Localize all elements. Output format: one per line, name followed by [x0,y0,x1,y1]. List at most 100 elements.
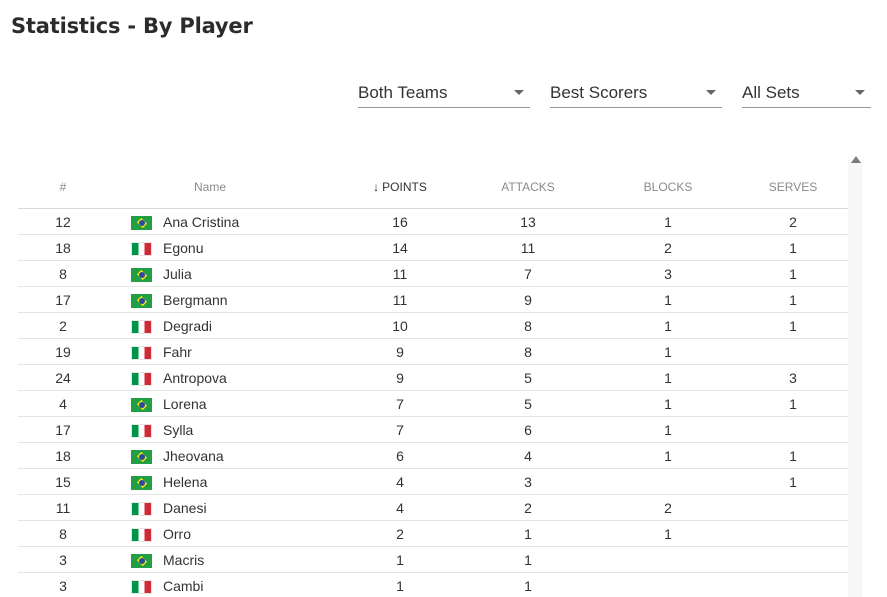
cell-flag [108,364,152,391]
cell-blocks: 1 [598,390,738,417]
table-row[interactable]: 12 Ana Cristina 16 13 1 2 [18,208,848,235]
cell-attacks: 5 [458,364,598,391]
cell-name: Jheovana [152,442,322,469]
table-row[interactable]: 3 Cambi 1 1 [18,572,848,597]
cell-blocks [598,572,738,597]
cell-serves: 1 [738,442,848,469]
cell-serves [738,416,848,443]
table-row[interactable]: 8 Orro 2 1 1 [18,520,848,547]
player-stats-table: # Name ↓ POINTS ATTACKS BLOCKS SERVES 12 A… [18,166,848,597]
cell-number: 2 [18,312,108,339]
table-row[interactable]: 2 Degradi 10 8 1 1 [18,312,848,339]
table-row[interactable]: 4 Lorena 7 5 1 1 [18,390,848,417]
cell-points: 6 [322,442,458,469]
brazil-flag-icon [131,293,152,308]
cell-attacks: 2 [458,494,598,521]
cell-serves [738,572,848,597]
cell-points: 14 [322,234,458,261]
caret-down-icon [514,90,524,95]
cell-flag [108,572,152,597]
page-title: Statistics - By Player [11,14,253,38]
cell-serves: 1 [738,312,848,339]
cell-blocks: 1 [598,364,738,391]
cell-number: 4 [18,390,108,417]
cell-serves [738,494,848,521]
cell-name: Macris [152,546,322,573]
cell-number: 11 [18,494,108,521]
cell-serves: 2 [738,208,848,235]
italy-flag-icon [131,371,152,386]
cell-points: 16 [322,208,458,235]
table-row[interactable]: 8 Julia 11 7 3 1 [18,260,848,287]
table-row[interactable]: 15 Helena 4 3 1 [18,468,848,495]
header-serves[interactable]: SERVES [738,166,848,209]
cell-number: 17 [18,286,108,313]
cell-name: Helena [152,468,322,495]
cell-blocks [598,468,738,495]
table-row[interactable]: 18 Jheovana 6 4 1 1 [18,442,848,469]
cell-number: 8 [18,520,108,547]
italy-flag-icon [131,319,152,334]
header-points[interactable]: ↓ POINTS [322,166,458,209]
cell-serves: 3 [738,364,848,391]
cell-blocks [598,546,738,573]
italy-flag-icon [131,423,152,438]
cell-name: Julia [152,260,322,287]
cell-flag [108,442,152,469]
category-filter-dropdown[interactable]: Best Scorers [550,80,722,108]
brazil-flag-icon [131,215,152,230]
cell-serves [738,546,848,573]
team-filter-dropdown[interactable]: Both Teams [358,80,530,108]
cell-flag [108,338,152,365]
cell-blocks: 2 [598,494,738,521]
cell-points: 2 [322,520,458,547]
cell-number: 3 [18,572,108,597]
sets-filter-dropdown[interactable]: All Sets [742,80,871,108]
table-row[interactable]: 3 Macris 1 1 [18,546,848,573]
cell-name: Egonu [152,234,322,261]
cell-flag [108,260,152,287]
italy-flag-icon [131,579,152,594]
table-row[interactable]: 17 Bergmann 11 9 1 1 [18,286,848,313]
cell-number: 12 [18,208,108,235]
cell-attacks: 8 [458,338,598,365]
cell-points: 1 [322,546,458,573]
cell-name: Orro [152,520,322,547]
cell-attacks: 4 [458,442,598,469]
cell-name: Degradi [152,312,322,339]
cell-number: 8 [18,260,108,287]
cell-blocks: 1 [598,520,738,547]
cell-serves: 1 [738,260,848,287]
table-row[interactable]: 24 Antropova 9 5 1 3 [18,364,848,391]
cell-name: Cambi [152,572,322,597]
header-blocks[interactable]: BLOCKS [598,166,738,209]
cell-blocks: 3 [598,260,738,287]
cell-flag [108,416,152,443]
scrollbar-track[interactable] [848,160,862,597]
cell-name: Bergmann [152,286,322,313]
table-row[interactable]: 19 Fahr 9 8 1 [18,338,848,365]
header-number[interactable]: # [18,166,108,209]
table-row[interactable]: 11 Danesi 4 2 2 [18,494,848,521]
cell-blocks: 1 [598,416,738,443]
cell-attacks: 1 [458,572,598,597]
cell-points: 4 [322,468,458,495]
cell-attacks: 11 [458,234,598,261]
cell-points: 1 [322,572,458,597]
cell-flag [108,234,152,261]
table-row[interactable]: 18 Egonu 14 11 2 1 [18,234,848,261]
header-flag [108,166,152,209]
table-row[interactable]: 17 Sylla 7 6 1 [18,416,848,443]
cell-blocks: 1 [598,286,738,313]
caret-down-icon [706,90,716,95]
cell-points: 9 [322,338,458,365]
header-attacks[interactable]: ATTACKS [458,166,598,209]
scroll-up-arrow-icon[interactable] [851,156,861,163]
brazil-flag-icon [131,553,152,568]
cell-points: 11 [322,260,458,287]
cell-number: 15 [18,468,108,495]
cell-number: 18 [18,442,108,469]
cell-serves: 1 [738,468,848,495]
cell-points: 10 [322,312,458,339]
header-name[interactable]: Name [152,166,322,209]
